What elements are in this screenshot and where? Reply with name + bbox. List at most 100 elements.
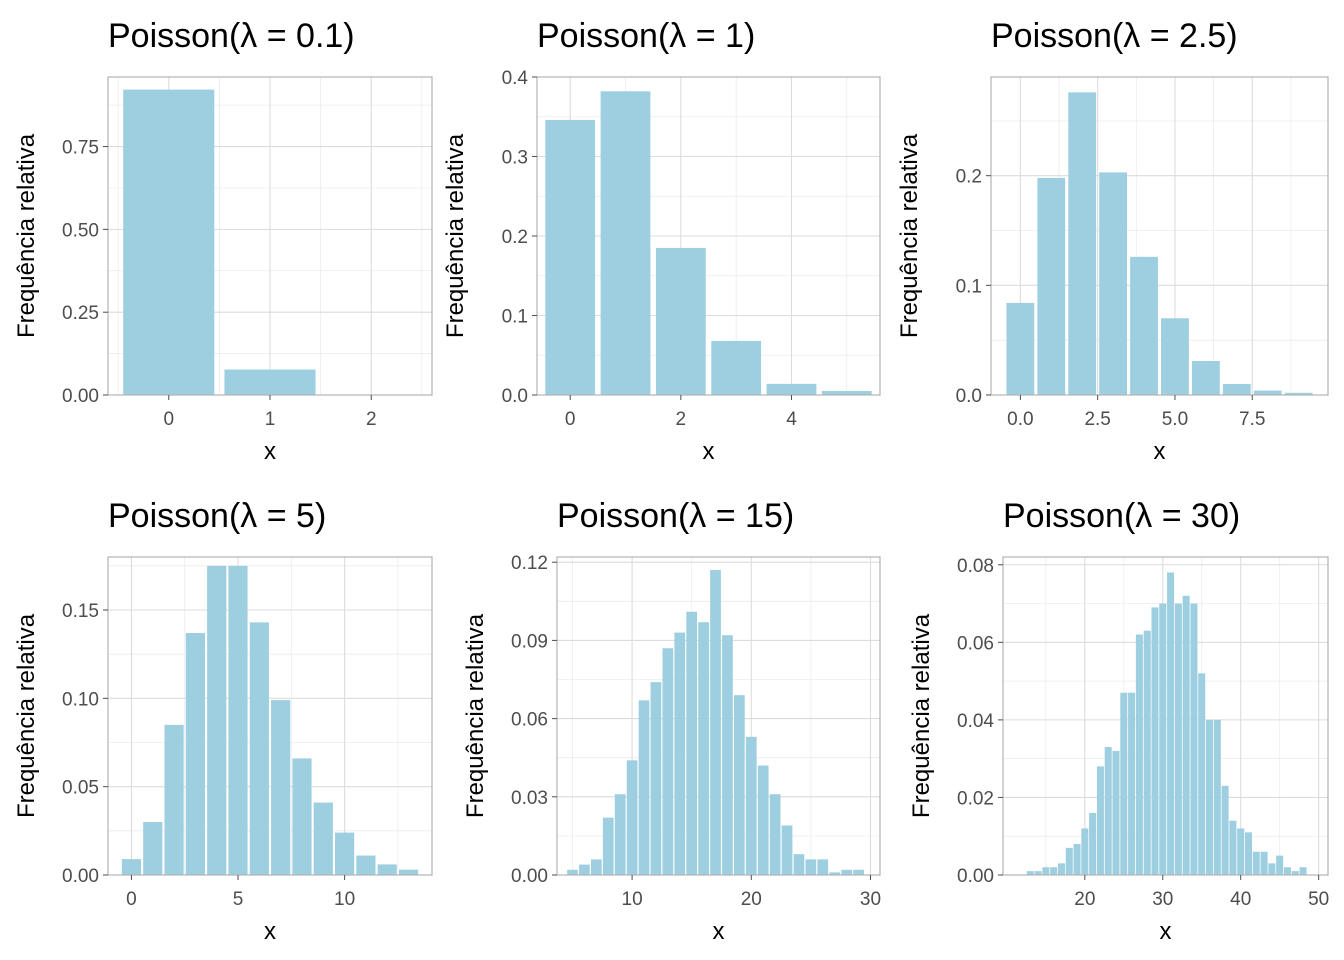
bar-x-26 [1128,692,1136,875]
y-tick-label: 0.75 [62,138,99,159]
y-tick-label: 0.06 [511,710,548,731]
bar-x-12 [377,864,397,875]
y-axis-label: Frequência relativa [462,613,489,818]
y-tick-label: 0.02 [957,788,994,809]
bar-x-10 [335,832,355,875]
bar-x-6 [579,864,590,875]
bar-x-21 [757,765,769,875]
bar-x-34 [1190,603,1198,875]
bar-x-2 [655,247,706,395]
y-axis-label: Frequência relativa [896,133,923,338]
bar-x-13 [662,648,674,875]
chart-title: Poisson(λ = 0.1) [108,17,355,55]
y-tick-label: 0.0 [956,386,982,407]
x-tick-label: 10 [334,889,355,910]
x-tick-label: 0 [126,889,137,910]
y-tick-label: 0.03 [511,788,548,809]
bar-x-9 [614,794,626,875]
bar-x-40 [1237,828,1245,875]
bar-x-19 [1073,843,1081,875]
bar-x-43 [1260,851,1268,875]
plot-frame [556,556,881,876]
y-tick-label: 0.2 [956,167,982,188]
chart-title: Poisson(λ = 5) [108,497,326,535]
bar-x-7 [1222,384,1251,395]
chart-panel-1: 0.00 0.25 0.50 0.75 0 1 2 x Frequência relativa P… [13,17,433,465]
bar-x-20 [745,736,757,875]
bar-x-11 [638,700,650,875]
bar-x-1 [1037,177,1066,395]
bar-x-46 [1283,867,1291,875]
bar-x-6 [249,622,269,875]
x-tick-label: 5 [233,889,244,910]
x-tick-label: 2 [366,409,377,430]
bar-x-32 [1174,603,1182,875]
bar-x-25 [1120,692,1128,875]
chart-panel-6: 0.00 0.02 0.04 0.06 0.08 20 30 40 50 x Frequência … [908,497,1329,945]
bar-x-5 [1161,318,1189,395]
bar-x-11 [356,855,376,875]
y-axis-label: Frequência relativa [13,613,40,818]
plot-frame [107,556,433,876]
y-axis-label: Frequência relativa [908,613,935,818]
y-axis-label: Frequência relativa [13,133,40,338]
bar-x-3 [1099,172,1128,395]
y-tick-label: 0.10 [62,689,99,710]
bar-x-9 [1284,392,1313,395]
y-tick-label: 0.04 [957,711,994,732]
chart-title: Poisson(λ = 30) [1003,497,1240,535]
bar-x-8 [292,758,312,875]
bar-x-30 [1159,603,1167,875]
chart-title: Poisson(λ = 15) [557,497,794,535]
x-tick-label: 0 [565,409,576,430]
x-tick-label: 1 [265,409,276,430]
x-tick-label: 20 [741,889,762,910]
bar-x-9 [313,802,333,875]
x-tick-label: 5.0 [1162,409,1188,430]
bar-x-22 [769,794,781,875]
chart-title: Poisson(λ = 1) [537,17,755,55]
bar-x-39 [1229,820,1237,875]
x-tick-label: 0.0 [1007,409,1033,430]
bar-x-12 [650,682,662,875]
x-tick-label: 7.5 [1239,409,1265,430]
bar-x-20 [1081,828,1089,875]
bar-x-45 [1276,855,1284,875]
bar-x-16 [1050,867,1058,875]
x-tick-label: 20 [1074,889,1095,910]
bar-x-29 [853,869,864,875]
bar-x-25 [805,859,817,875]
bar-x-23 [781,825,793,875]
y-tick-label: 0.12 [511,553,548,574]
bar-x-1 [224,369,316,395]
y-tick-label: 0.00 [62,386,99,407]
y-tick-label: 0.0 [502,386,528,407]
bar-x-5 [567,869,578,875]
x-axis-label: x [703,438,715,465]
chart-panel-5: 0.00 0.03 0.06 0.09 0.12 10 20 30 x Frequência re… [462,497,881,945]
x-axis-label: x [713,918,725,945]
bar-x-7 [590,859,602,875]
y-tick-label: 0.1 [956,276,982,297]
bar-x-16 [698,622,709,875]
bar-x-28 [1143,630,1151,875]
chart-panel-2: 0.0 0.1 0.2 0.3 0.4 0 2 4 x Frequência relativa Po… [442,17,881,465]
bar-x-28 [841,869,852,875]
bar-x-29 [1151,607,1159,875]
x-tick-label: 2.5 [1084,409,1110,430]
bar-x-10 [626,760,638,875]
bar-x-8 [602,817,614,875]
bar-x-0 [121,859,142,875]
bar-x-2 [1068,92,1097,396]
x-tick-label: 10 [622,889,643,910]
y-tick-label: 0.09 [511,631,548,652]
bar-x-42 [1252,851,1260,875]
bar-x-13 [398,869,419,875]
bar-x-38 [1221,785,1229,875]
bar-x-24 [1112,750,1120,875]
y-tick-label: 0.00 [957,866,994,887]
bar-x-26 [817,859,829,875]
y-tick-label: 0.1 [502,307,528,328]
bar-x-8 [1253,390,1282,395]
